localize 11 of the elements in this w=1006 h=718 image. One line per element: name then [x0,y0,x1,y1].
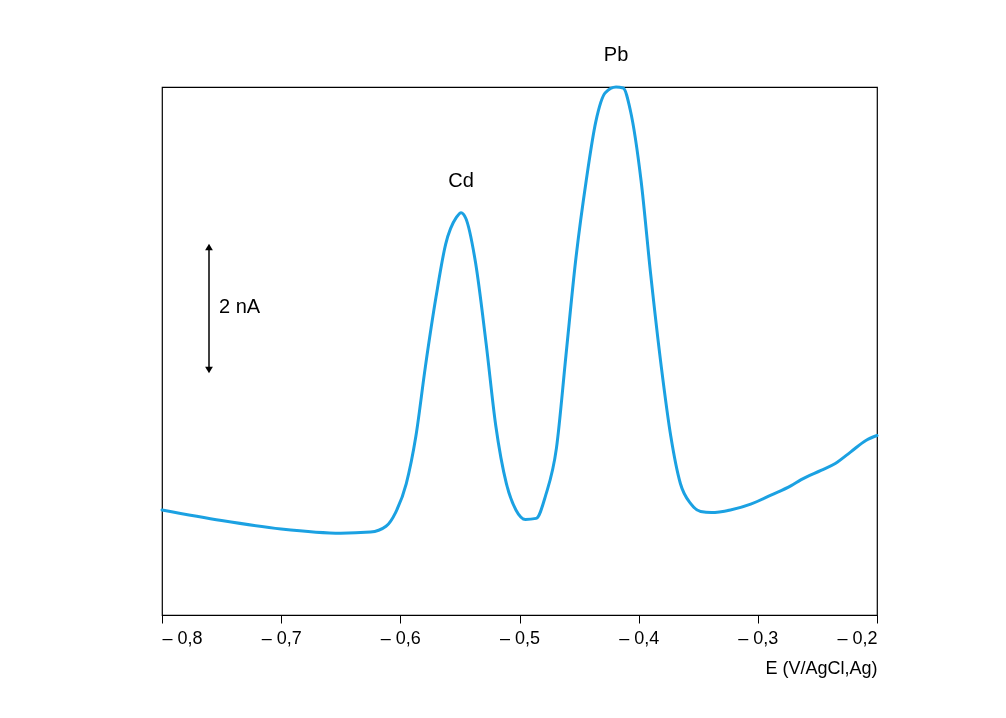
x-tick-label: – 0,4 [619,627,660,648]
x-tick-label: – 0,3 [738,627,779,648]
x-tick-label: – 0,7 [261,627,302,648]
x-tick-label: – 0,6 [380,627,421,648]
annotation: 2 nA [219,295,261,317]
annotation: Cd [448,168,474,191]
x-tick-label: – 0,2 [837,627,878,648]
annotation: Pb [603,43,629,65]
x-tick-label: – 0,5 [499,627,541,648]
x-tick-label: – 0,8 [162,627,203,648]
x-axis-title: E (V/AgCl,Ag) [765,657,878,678]
